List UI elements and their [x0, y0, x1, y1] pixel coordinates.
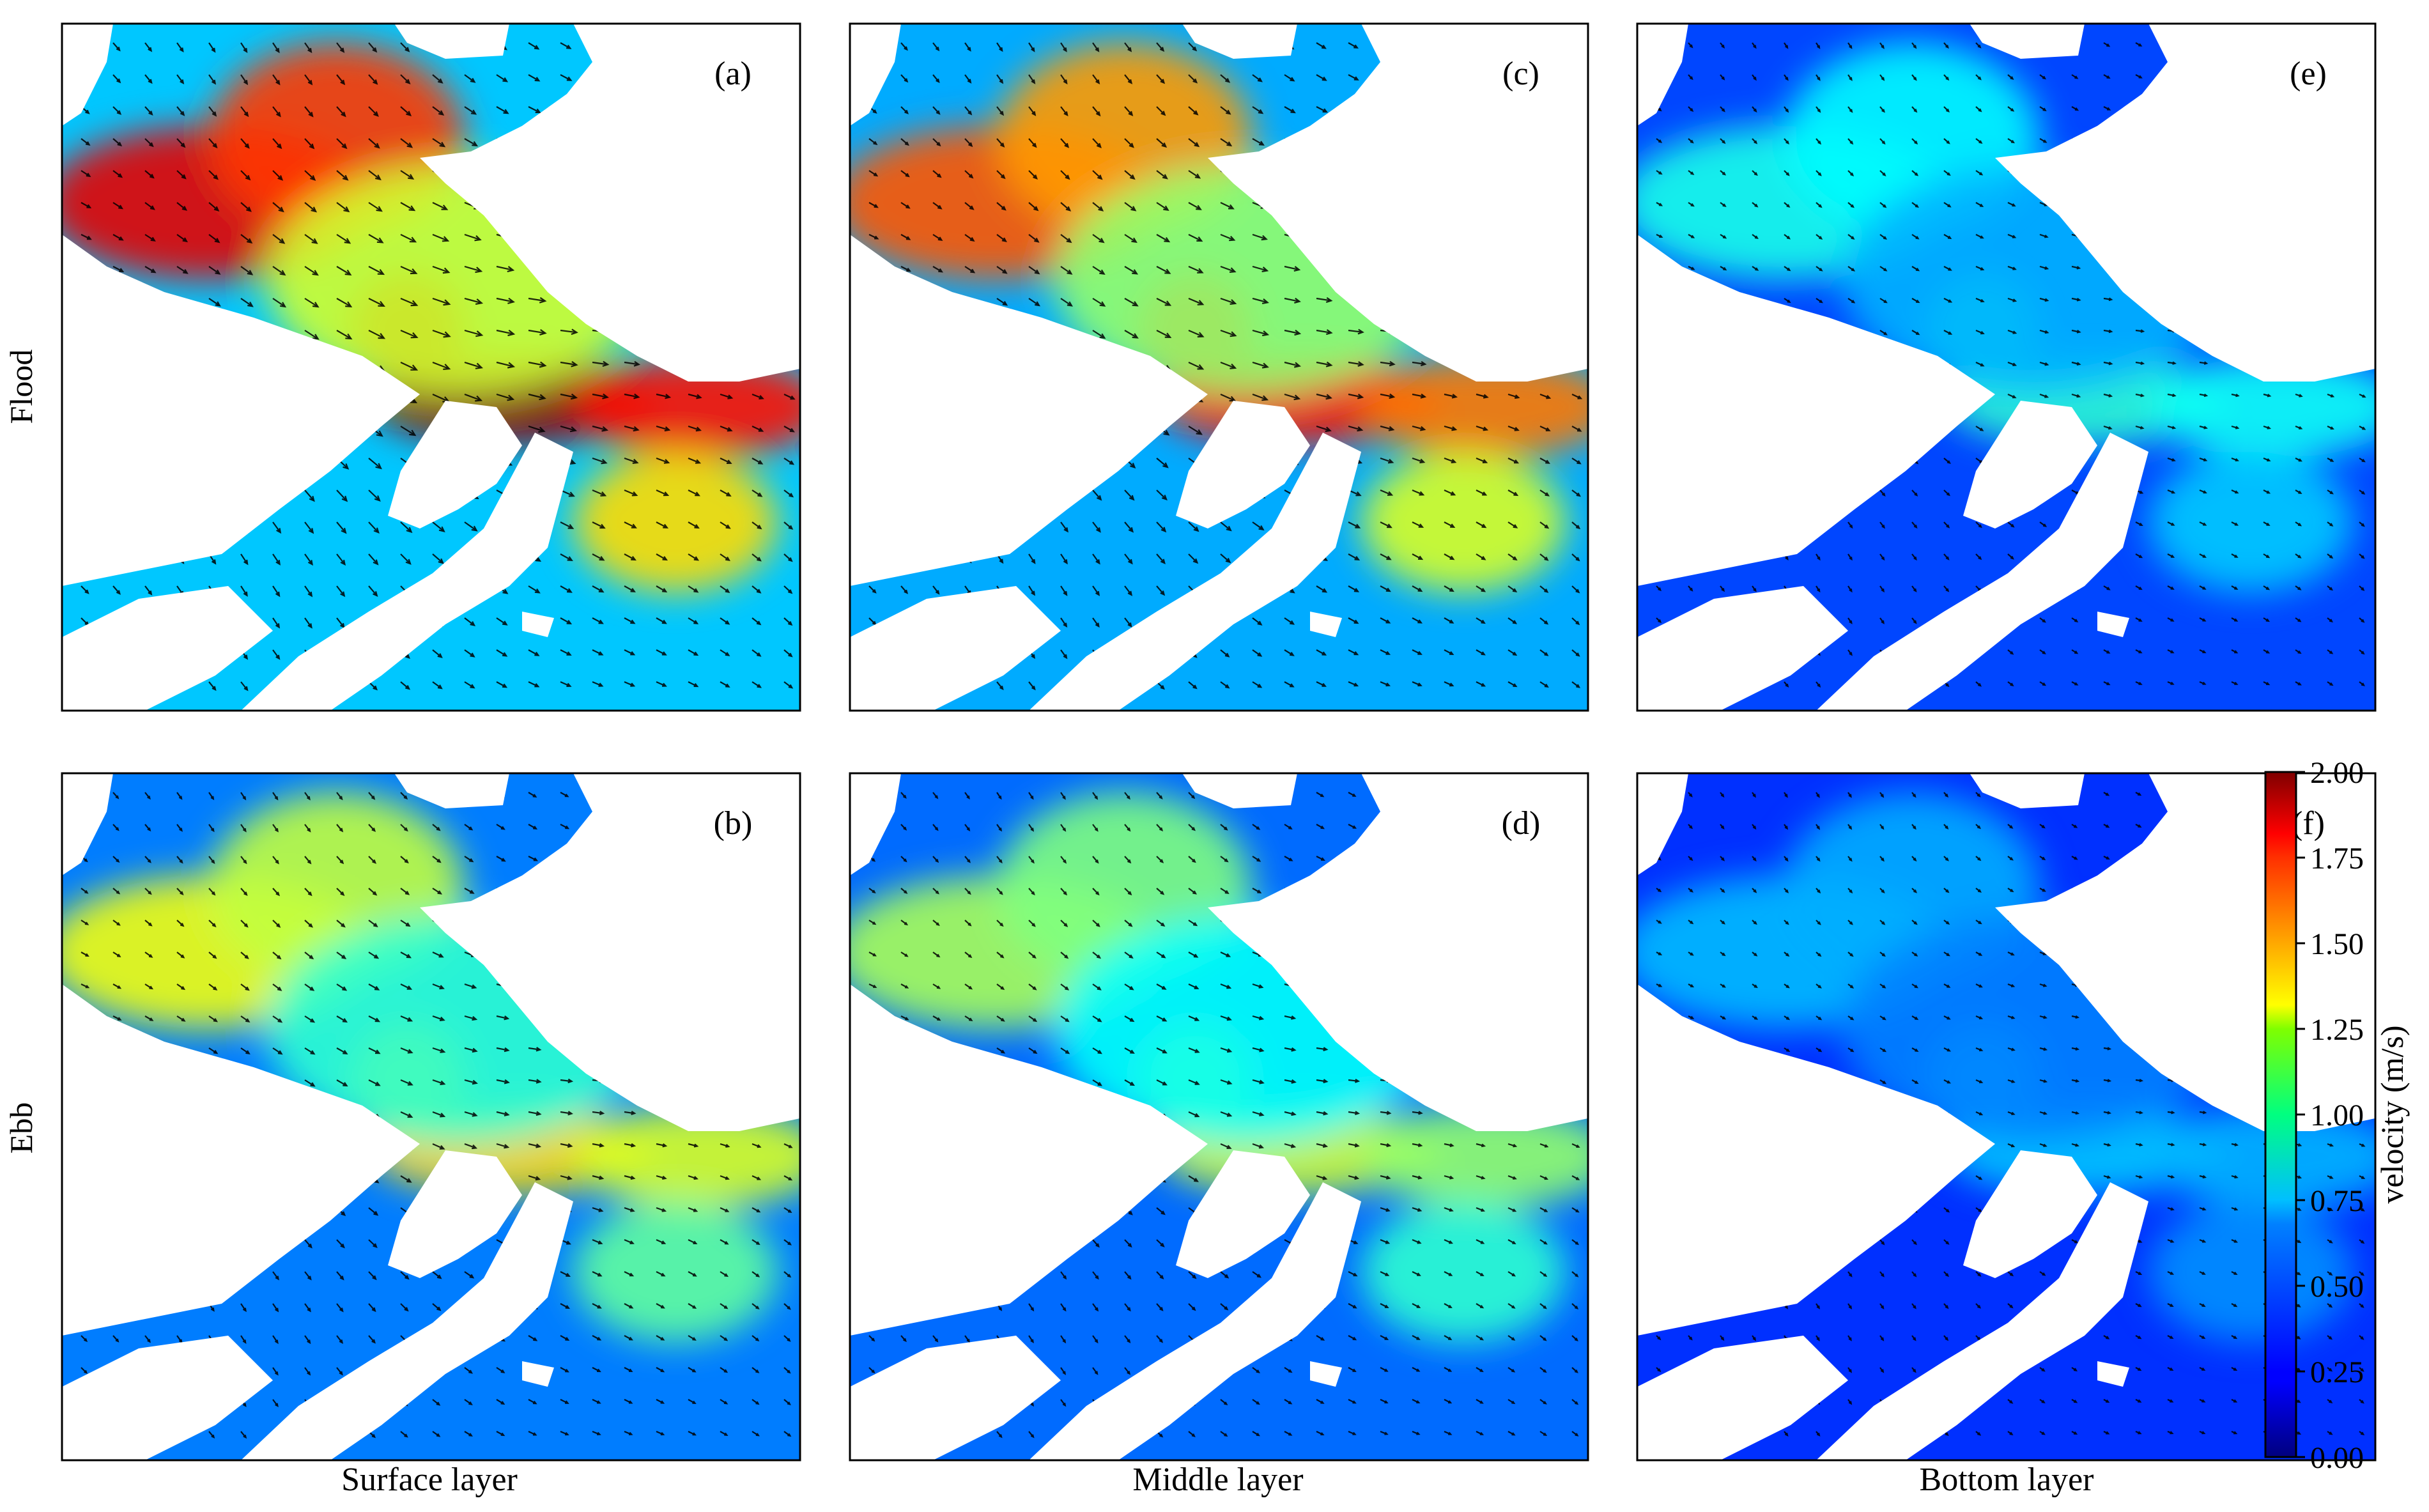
panel-label: (f)	[2292, 805, 2325, 842]
speed-field	[2148, 1201, 2353, 1342]
panel-frame	[1636, 772, 2377, 1462]
panel-d: (d)	[849, 772, 1589, 1462]
land-mask	[1637, 24, 2375, 711]
colorbar-tick-label: 1.50	[2310, 927, 2364, 961]
panel-frame	[849, 22, 1589, 712]
col-label-surface: Surface layer	[341, 1462, 518, 1498]
colorbar-label: velocity (m/s)	[2374, 1025, 2410, 1203]
land-mask	[62, 773, 800, 1460]
colorbar-tick-label: 0.50	[2310, 1270, 2364, 1304]
panel-e: (e)	[1636, 22, 2377, 712]
colorbar-tick-label: 1.75	[2310, 842, 2364, 876]
panel-a: (a)	[61, 22, 801, 712]
panel-label: (c)	[1502, 56, 1539, 92]
row-label-ebb: Ebb	[3, 1102, 39, 1154]
panel-f: (f)	[1636, 772, 2377, 1462]
speed-field	[2148, 1106, 2375, 1208]
panel-label: (b)	[714, 805, 753, 842]
colorbar-tick-label: 0.25	[2310, 1355, 2364, 1389]
colorbar-tick-label: 1.25	[2310, 1013, 2364, 1047]
speed-field	[573, 1201, 778, 1342]
panel-frame	[61, 22, 801, 712]
speed-field	[1361, 1201, 1566, 1342]
row-label-flood: Flood	[3, 350, 39, 424]
colorbar-gradient	[2264, 771, 2297, 1458]
col-label-bottom: Bottom layer	[1920, 1462, 2094, 1498]
colorbar-tick-label: 0.75	[2310, 1184, 2364, 1218]
land-mask	[850, 773, 1588, 1460]
speed-field	[1361, 356, 1588, 458]
panel-frame	[849, 772, 1589, 1462]
panel-label: (e)	[2290, 56, 2327, 92]
speed-field	[2148, 356, 2375, 458]
colorbar-tick-label: 2.00	[2310, 756, 2364, 790]
colorbar: 0.00 0.25 0.50 0.75 1.00 1.25 1.50 1.75 2.00 vel…	[2264, 756, 2410, 1475]
panel-c: (c)	[849, 22, 1589, 712]
panel-label: (a)	[714, 56, 752, 92]
colorbar-tick-label: 0.00	[2310, 1441, 2364, 1475]
panel-label: (d)	[1502, 805, 1541, 842]
speed-field	[1361, 452, 1566, 592]
panel-frame	[1636, 22, 2377, 712]
speed-field	[573, 356, 800, 458]
panel-b: (b)	[61, 772, 801, 1462]
speed-field	[573, 1106, 800, 1208]
panel-frame	[61, 772, 801, 1462]
speed-field	[573, 452, 778, 592]
col-label-middle: Middle layer	[1132, 1462, 1303, 1498]
speed-field	[2148, 452, 2353, 592]
speed-field	[1361, 1106, 1588, 1208]
land-mask	[62, 24, 800, 711]
colorbar-tick-label: 1.00	[2310, 1099, 2364, 1132]
land-mask	[850, 24, 1588, 711]
